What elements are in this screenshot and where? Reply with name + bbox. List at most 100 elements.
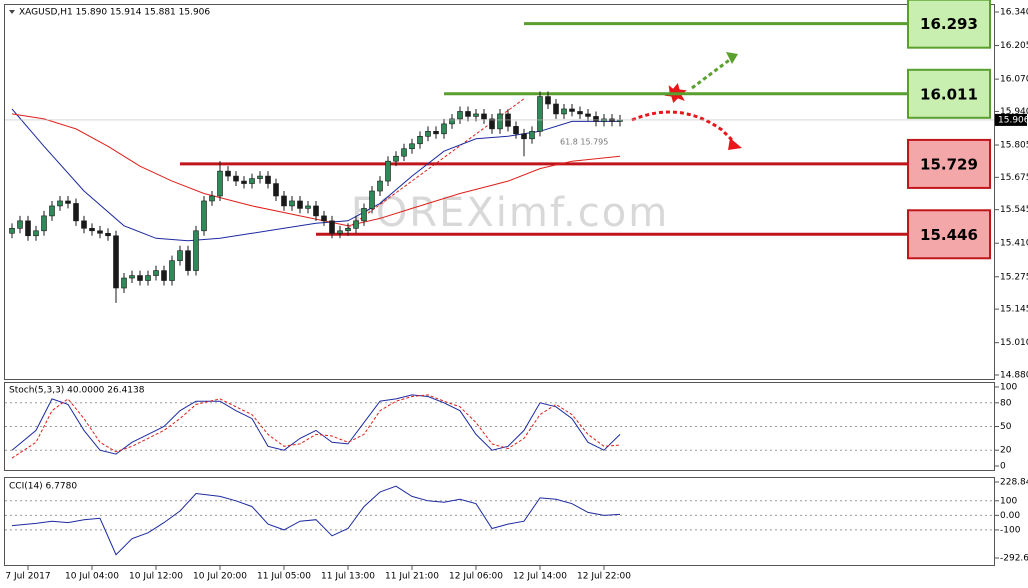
candle-body: [89, 228, 95, 232]
x-tick-label: 12 Jul 22:00: [577, 572, 631, 582]
candle-body: [313, 205, 319, 217]
level-box: [907, 138, 991, 189]
y-tick-label: 15.410: [1000, 239, 1028, 249]
candle-body: [105, 232, 111, 237]
collapse-icon: [9, 10, 15, 14]
candle-body: [249, 178, 255, 184]
candle-body: [73, 203, 79, 222]
x-tick-label: 11 Jul 21:00: [385, 572, 439, 582]
y-tick-label: 15.805: [1000, 141, 1028, 151]
candle-body: [537, 96, 543, 132]
candle-body: [297, 200, 303, 209]
candle-body: [321, 215, 327, 222]
x-tick-label: 12 Jul 06:00: [449, 572, 503, 582]
x-tick-label: 10 Jul 04:00: [65, 572, 119, 582]
moving-average: [11, 108, 620, 242]
watermark: FOREXimf.com: [351, 190, 669, 236]
y-tick-label: 50: [1000, 422, 1012, 432]
fib-line: [347, 97, 526, 229]
candle-body: [577, 111, 583, 115]
y-tick-label: 15.940: [1000, 107, 1028, 117]
y-tick-label: 20: [1000, 446, 1012, 456]
candle-body: [353, 220, 359, 229]
candle-body: [361, 208, 367, 222]
candle-body: [529, 131, 535, 140]
indicator-line: [11, 485, 621, 556]
candle-body: [465, 111, 471, 117]
price-tag-label: 15.906: [998, 115, 1028, 125]
candle-body: [553, 103, 559, 115]
candle-body: [33, 230, 39, 237]
candle-body: [209, 195, 215, 202]
y-tick-label: 15.010: [1000, 338, 1028, 348]
candle-body: [41, 215, 47, 232]
candle-body: [337, 230, 343, 234]
y-tick-label: 14.880: [1000, 371, 1028, 381]
level-box: [907, 0, 991, 49]
candle-body: [593, 116, 599, 122]
candle-body: [457, 111, 463, 120]
candle-body: [193, 230, 199, 271]
y-tick-label: 16.070: [1000, 75, 1028, 85]
candle-body: [9, 228, 15, 234]
candle-body: [417, 136, 423, 145]
candle-body: [377, 180, 383, 192]
candle-body: [153, 270, 159, 276]
candle-body: [81, 220, 87, 229]
level-label: 15.729: [920, 155, 978, 173]
y-tick-label: 100: [1000, 383, 1017, 393]
main-panel: [4, 4, 995, 380]
candle-body: [481, 113, 487, 120]
y-tick-label: 0.00: [1000, 511, 1020, 521]
candle-body: [473, 113, 479, 117]
candle-body: [241, 180, 247, 184]
candle-body: [257, 175, 263, 179]
y-tick-label: 16.340: [1000, 8, 1028, 18]
y-tick-label: 15.275: [1000, 272, 1028, 282]
candle-body: [233, 175, 239, 182]
candle-body: [369, 190, 375, 209]
candle-body: [569, 108, 575, 112]
candle-body: [289, 200, 295, 207]
candle-body: [513, 126, 519, 135]
candle-body: [273, 183, 279, 197]
cci-panel: [4, 477, 995, 566]
fib-label: 61.8 15.795: [560, 138, 608, 147]
candle-body: [345, 228, 351, 232]
candle-body: [265, 175, 271, 184]
candle-body: [161, 270, 167, 281]
candle-body: [329, 220, 335, 234]
candle-body: [585, 113, 591, 117]
candle-body: [129, 275, 135, 279]
y-tick-label: 80: [1000, 398, 1012, 408]
candle-body: [401, 148, 407, 157]
y-tick-label: -100: [1000, 525, 1021, 535]
y-tick-label: 100: [1000, 496, 1017, 506]
moving-average: [11, 113, 621, 227]
candle-body: [521, 133, 527, 140]
y-tick-label: 0: [1000, 462, 1006, 472]
candle-body: [433, 131, 439, 135]
candle-body: [489, 118, 495, 130]
candle-body: [225, 170, 231, 177]
candle-body: [169, 260, 175, 281]
candle-body: [25, 220, 31, 237]
chart-title: XAGUSD,H1 15.890 15.914 15.881 15.906: [19, 8, 210, 18]
candle-body: [305, 205, 311, 209]
candle-body: [409, 143, 415, 150]
x-tick-label: 12 Jul 14:00: [513, 572, 567, 582]
candle-body: [545, 96, 551, 105]
candle-body: [97, 230, 103, 234]
up-arrow: [691, 56, 733, 90]
candle-body: [121, 277, 127, 289]
y-tick-label: 228.8437: [1000, 478, 1028, 488]
down-arrow-head: [728, 138, 742, 150]
candle-body: [497, 113, 503, 130]
level-box: [907, 209, 991, 260]
level-label: 16.011: [920, 85, 978, 103]
x-tick-label: 11 Jul 05:00: [257, 572, 311, 582]
y-tick-label: 15.145: [1000, 305, 1028, 315]
indicator-line: [11, 394, 621, 455]
